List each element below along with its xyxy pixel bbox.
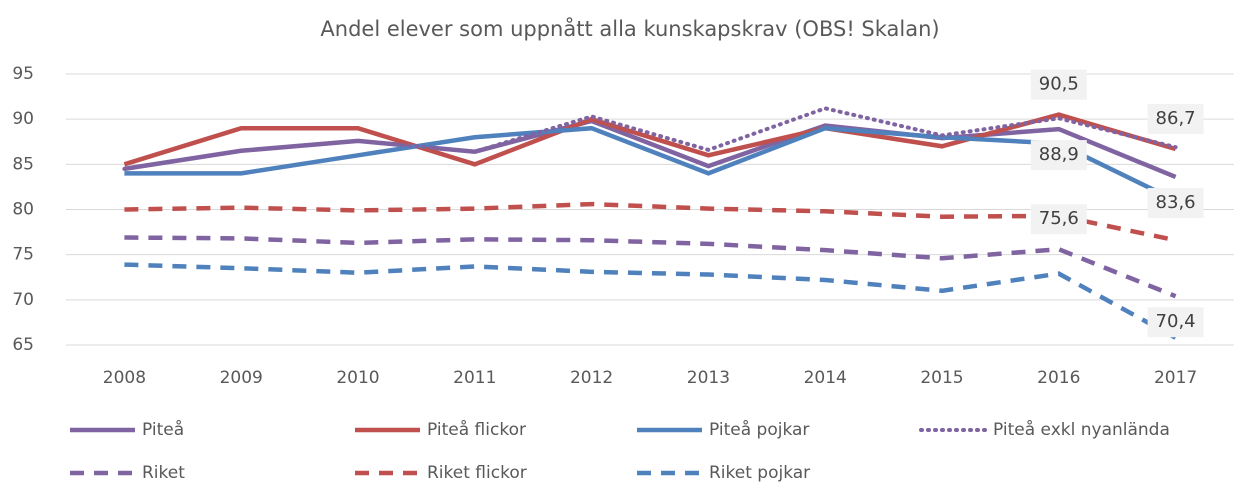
y-tick-label: 90 bbox=[12, 109, 34, 129]
legend-label: Riket pojkar bbox=[709, 463, 810, 483]
data-label-box bbox=[1147, 103, 1204, 134]
data-label-box bbox=[1030, 140, 1087, 171]
y-tick-label: 95 bbox=[12, 64, 34, 84]
legend-label: Piteå bbox=[142, 419, 184, 440]
x-tick-label: 2015 bbox=[920, 368, 963, 388]
data-label-box bbox=[1147, 187, 1204, 218]
x-tick-label: 2017 bbox=[1154, 368, 1197, 388]
y-tick-label: 70 bbox=[12, 290, 34, 310]
series-line bbox=[124, 125, 1177, 203]
x-tick-label: 2010 bbox=[336, 368, 379, 388]
y-tick-label: 80 bbox=[12, 200, 34, 220]
x-tick-label: 2012 bbox=[570, 368, 613, 388]
legend-label: Riket flickor bbox=[427, 463, 527, 483]
data-label: 86,7 bbox=[1156, 108, 1196, 129]
data-label: 88,9 bbox=[1039, 144, 1079, 165]
y-tick-label: 85 bbox=[12, 154, 34, 174]
series-line bbox=[124, 235, 1177, 299]
x-tick-label: 2008 bbox=[103, 368, 146, 388]
y-tick-label: 65 bbox=[12, 335, 34, 355]
x-tick-label: 2013 bbox=[687, 368, 730, 388]
x-tick-label: 2016 bbox=[1037, 368, 1080, 388]
data-label-box bbox=[1030, 69, 1087, 100]
y-tick-label: 75 bbox=[12, 245, 34, 265]
x-tick-label: 2009 bbox=[220, 368, 263, 388]
data-label: 75,6 bbox=[1039, 208, 1079, 229]
data-label: 70,4 bbox=[1156, 311, 1196, 332]
series-line bbox=[122, 106, 1178, 171]
legend-label: Riket bbox=[142, 463, 185, 483]
data-label-box bbox=[1030, 204, 1087, 235]
legend-label: Piteå flickor bbox=[427, 419, 526, 440]
data-label-box bbox=[1147, 307, 1204, 338]
data-label: 83,6 bbox=[1156, 192, 1196, 213]
legend-label: Piteå pojkar bbox=[709, 419, 809, 440]
legend-label: Piteå exkl nyanlända bbox=[993, 419, 1170, 440]
x-tick-label: 2014 bbox=[804, 368, 847, 388]
x-tick-label: 2011 bbox=[453, 368, 496, 388]
series-line bbox=[124, 201, 1177, 243]
series-line bbox=[124, 262, 1177, 340]
chart-title: Andel elever som uppnått alla kunskapskr… bbox=[320, 16, 939, 41]
series-line bbox=[123, 112, 1177, 167]
data-label: 90,5 bbox=[1039, 74, 1079, 95]
